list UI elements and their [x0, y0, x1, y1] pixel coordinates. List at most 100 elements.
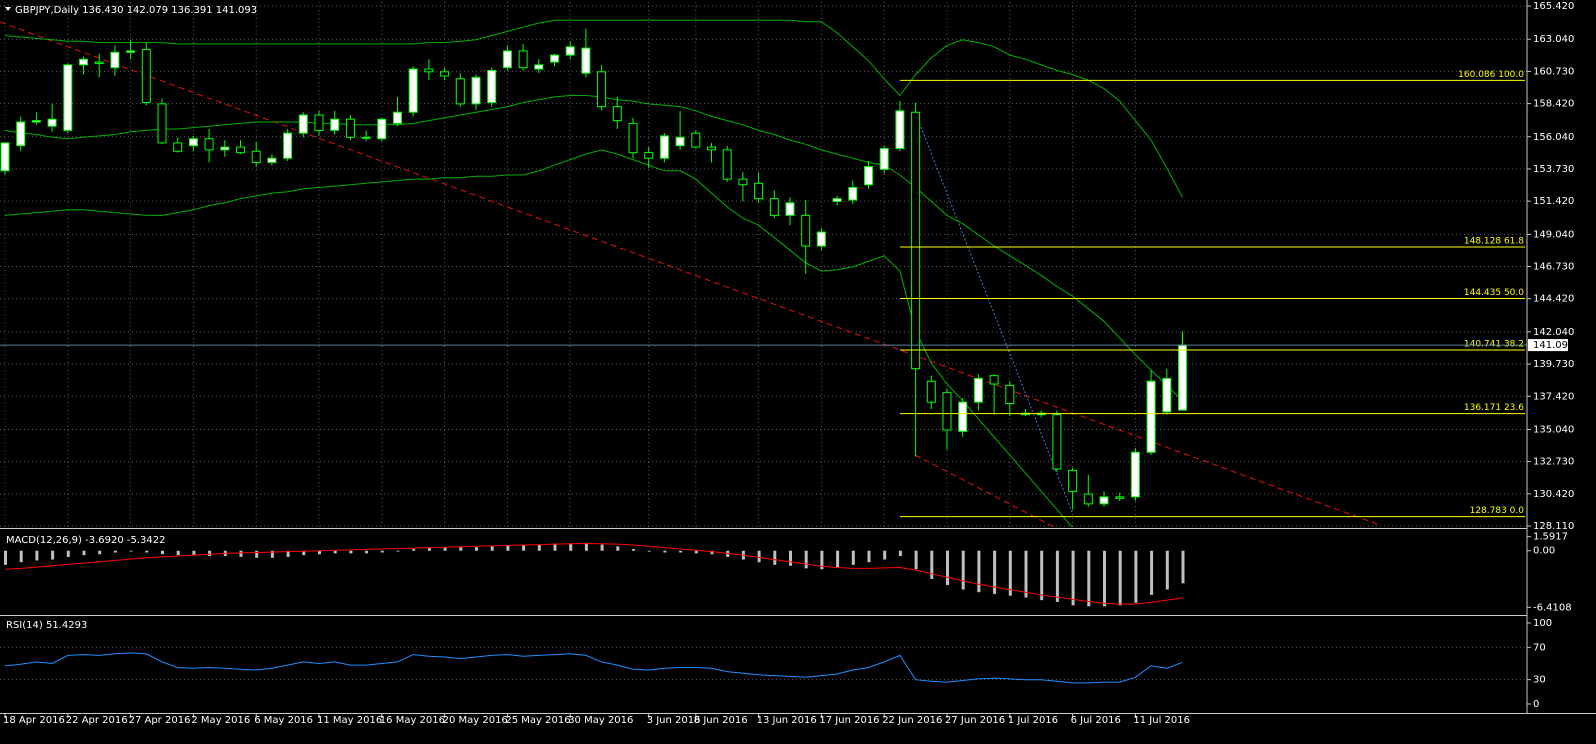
histogram-bar: [129, 550, 133, 552]
y-tick-label: 70: [1533, 642, 1546, 653]
candle-body: [895, 110, 905, 149]
y-tick-label: 130.420: [1533, 489, 1574, 500]
candle-body: [236, 146, 245, 154]
histogram-bar: [1055, 550, 1059, 602]
chart-title: GBPJPY,Daily 136.430 142.079 136.391 141…: [15, 5, 257, 16]
histogram-bar: [113, 550, 117, 553]
histogram-bar: [459, 547, 463, 551]
candle-body: [534, 64, 544, 70]
candle-body: [267, 157, 277, 163]
candle-body: [801, 214, 811, 247]
candle-body: [16, 121, 26, 147]
candle-body: [769, 198, 779, 216]
candle-body: [785, 202, 795, 216]
candle-body: [126, 50, 136, 53]
y-tick-label: 1.5917: [1533, 532, 1568, 543]
candle-body: [141, 49, 151, 103]
histogram-bar: [569, 543, 573, 551]
candle-body: [644, 152, 654, 159]
candle-body: [722, 149, 732, 180]
histogram-bar: [1071, 550, 1075, 606]
histogram-bar: [396, 550, 400, 552]
candle-body: [565, 46, 575, 56]
y-tick-label: 139.730: [1533, 359, 1574, 370]
histogram-bar: [161, 550, 164, 555]
candle-body: [832, 198, 842, 202]
histogram-bar: [490, 546, 494, 551]
fib-label: 144.435 50.0: [1464, 288, 1524, 298]
y-tick-label: 165.420: [1533, 1, 1574, 12]
histogram-bar: [616, 546, 620, 551]
histogram-bar: [553, 543, 557, 551]
x-tick-label: 3 Jun 2016: [647, 715, 701, 726]
histogram-bar: [66, 550, 70, 557]
candle-body: [550, 54, 559, 63]
x-tick-label: 20 May 2016: [443, 715, 508, 726]
y-tick-label: 137.420: [1533, 391, 1574, 402]
candle-body: [738, 178, 748, 186]
candle-body: [707, 146, 716, 151]
histogram-bar: [35, 550, 39, 561]
histogram-bar: [302, 550, 306, 556]
histogram-bar: [632, 548, 635, 551]
fib-label: 136.171 23.6: [1464, 403, 1524, 413]
y-tick-label: 163.040: [1533, 34, 1574, 45]
y-tick-label: 142.040: [1533, 327, 1574, 338]
candle-body: [487, 69, 497, 103]
candle-body: [612, 106, 622, 122]
indicator-line: [4, 19, 1183, 198]
candle-body: [63, 64, 73, 131]
candle-body: [393, 111, 402, 124]
x-tick-label: 1 Jul 2016: [1008, 715, 1058, 726]
histogram-bar: [600, 544, 604, 551]
pane-0: 160.086 100.0 148.128 61.8 144.435 50.0 140…: [0, 19, 1527, 527]
x-tick-label: 25 May 2016: [505, 715, 570, 726]
candle-body: [31, 120, 41, 123]
x-tick-label: 13 Jun 2016: [757, 715, 817, 726]
candle-body: [110, 51, 120, 69]
histogram-bar: [993, 550, 997, 594]
candle-body: [188, 138, 198, 147]
y-tick-label: 135.040: [1533, 424, 1574, 435]
candle-body: [157, 103, 167, 144]
histogram-bar: [820, 550, 824, 570]
candle-body: [518, 50, 528, 69]
histogram-bar: [475, 547, 478, 551]
candle-body: [471, 76, 481, 105]
candle-body: [816, 231, 826, 247]
candle-body: [408, 68, 418, 113]
candle-body: [1115, 496, 1125, 499]
histogram-bar: [239, 550, 243, 557]
candle-body: [204, 138, 214, 151]
candle-body: [502, 50, 512, 69]
histogram-bar: [4, 550, 7, 565]
last-price-box: [1528, 339, 1568, 352]
candle-body: [173, 142, 183, 152]
histogram-bar: [208, 550, 212, 557]
candle-body: [754, 182, 764, 200]
candle-body: [298, 114, 308, 134]
histogram-bar: [365, 550, 369, 554]
candle-body: [377, 118, 387, 140]
y-tick-label: 128.110: [1533, 521, 1574, 532]
candle-body: [251, 150, 261, 163]
candle-body: [1146, 380, 1156, 453]
candle-body: [1099, 496, 1109, 505]
histogram-bar: [773, 550, 777, 565]
candle-body: [597, 71, 607, 108]
x-tick-label: 2 May 2016: [191, 715, 250, 726]
histogram-bar: [318, 550, 321, 555]
y-tick-label: 149.040: [1533, 229, 1574, 240]
candle-body: [424, 68, 434, 73]
candle-body: [220, 146, 230, 151]
histogram-bar: [1181, 550, 1185, 584]
histogram-bar: [883, 550, 887, 560]
candle-body: [958, 401, 968, 432]
x-tick-label: 6 May 2016: [254, 715, 313, 726]
histogram-bar: [537, 544, 541, 551]
menu-arrow[interactable]: [5, 7, 11, 11]
x-tick-label: 8 Jun 2016: [694, 715, 748, 726]
y-tick-label: -6.4108: [1533, 602, 1572, 613]
rsi-line: [4, 652, 1183, 684]
